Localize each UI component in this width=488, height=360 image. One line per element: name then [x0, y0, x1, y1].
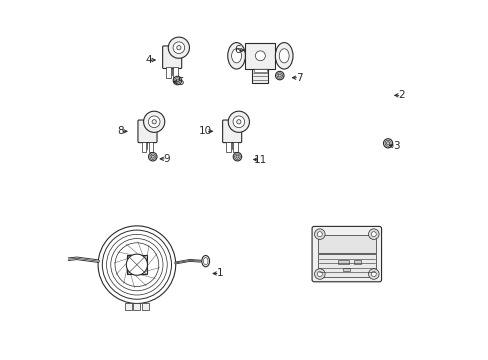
Bar — [343, 268, 349, 271]
FancyBboxPatch shape — [138, 120, 157, 143]
Ellipse shape — [227, 42, 245, 69]
Circle shape — [383, 139, 392, 148]
Text: 10: 10 — [199, 126, 212, 136]
Circle shape — [176, 79, 179, 82]
Circle shape — [236, 155, 239, 158]
Bar — [148, 141, 153, 152]
Circle shape — [275, 71, 284, 80]
Circle shape — [168, 37, 189, 58]
Text: 5: 5 — [177, 77, 183, 87]
Text: 9: 9 — [163, 154, 170, 164]
Circle shape — [228, 111, 249, 132]
Text: 1: 1 — [216, 269, 223, 279]
Bar — [166, 67, 171, 78]
FancyBboxPatch shape — [163, 46, 182, 68]
Bar — [353, 260, 360, 265]
Ellipse shape — [203, 258, 207, 265]
Bar — [142, 303, 149, 310]
Ellipse shape — [231, 49, 241, 63]
Circle shape — [173, 76, 182, 85]
Bar — [317, 254, 375, 277]
Bar — [252, 69, 268, 83]
Ellipse shape — [279, 49, 288, 63]
Circle shape — [233, 116, 244, 127]
Circle shape — [314, 269, 325, 279]
FancyBboxPatch shape — [311, 226, 381, 282]
Circle shape — [148, 116, 160, 127]
Ellipse shape — [275, 42, 292, 69]
Bar — [127, 255, 146, 274]
Ellipse shape — [202, 256, 209, 267]
Circle shape — [233, 153, 241, 161]
Circle shape — [143, 111, 164, 132]
Bar — [226, 141, 230, 152]
Text: 2: 2 — [397, 90, 404, 100]
Bar — [337, 260, 348, 265]
Circle shape — [151, 155, 154, 158]
Circle shape — [385, 140, 390, 146]
Text: 7: 7 — [295, 73, 302, 83]
Circle shape — [277, 73, 282, 78]
Circle shape — [150, 154, 155, 159]
Bar — [133, 303, 140, 310]
Circle shape — [234, 154, 240, 159]
Circle shape — [368, 269, 378, 279]
Circle shape — [236, 120, 241, 124]
Circle shape — [174, 78, 180, 83]
Bar — [254, 69, 266, 72]
Text: 11: 11 — [253, 154, 266, 165]
Ellipse shape — [34, 258, 39, 267]
Circle shape — [314, 229, 325, 239]
Circle shape — [317, 232, 322, 237]
Circle shape — [98, 226, 175, 303]
Circle shape — [386, 142, 389, 145]
Circle shape — [148, 153, 157, 161]
FancyBboxPatch shape — [222, 120, 241, 143]
Bar — [124, 303, 131, 310]
Circle shape — [370, 232, 375, 237]
Bar — [317, 235, 375, 253]
Bar — [245, 42, 275, 69]
Circle shape — [255, 51, 265, 61]
Circle shape — [370, 271, 375, 276]
Circle shape — [152, 120, 156, 124]
Ellipse shape — [32, 256, 41, 270]
Text: 6: 6 — [234, 45, 240, 55]
Text: 4: 4 — [145, 55, 152, 65]
Circle shape — [317, 271, 322, 276]
Circle shape — [173, 42, 184, 54]
Circle shape — [278, 74, 281, 77]
Circle shape — [368, 229, 378, 239]
Bar — [142, 141, 146, 152]
Bar — [173, 67, 178, 78]
Circle shape — [176, 46, 181, 50]
Bar — [233, 141, 238, 152]
Text: 8: 8 — [117, 126, 123, 136]
Circle shape — [126, 254, 147, 275]
Text: 3: 3 — [392, 141, 399, 152]
